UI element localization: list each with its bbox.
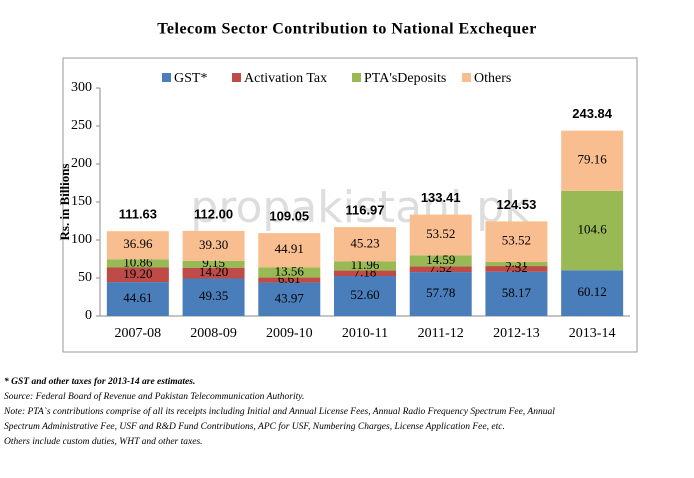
value-label: 53.52 xyxy=(426,226,455,241)
bar-segment xyxy=(409,272,472,316)
chart-title: Telecom Sector Contribution to National … xyxy=(157,21,537,38)
x-tick-label: 2013-14 xyxy=(569,326,616,341)
value-label: 36.96 xyxy=(123,236,153,251)
bar-segment xyxy=(106,267,169,283)
x-tick-label: 2008-09 xyxy=(190,326,237,341)
bar-segment xyxy=(409,255,472,267)
legend-label: Activation Tax xyxy=(244,71,327,86)
bar-segment xyxy=(182,260,245,268)
legend-swatch xyxy=(462,73,471,82)
bar-segment xyxy=(258,233,321,268)
total-label: 109.05 xyxy=(269,209,309,224)
value-label: 14.20 xyxy=(199,264,228,279)
y-tick-label: 0 xyxy=(85,308,92,323)
bar-segment xyxy=(258,282,321,316)
bar-segment xyxy=(409,266,472,273)
total-label: 243.84 xyxy=(572,106,613,121)
footnote: * GST and other taxes for 2013-14 are es… xyxy=(4,376,195,387)
y-tick-label: 300 xyxy=(71,80,92,95)
value-label: 19.20 xyxy=(123,266,152,281)
bar-segment xyxy=(561,190,624,271)
bar-segment xyxy=(485,221,548,263)
bar-segment xyxy=(258,277,321,283)
value-label: 39.30 xyxy=(199,237,228,252)
y-axis-title: Rs. in Billions xyxy=(57,164,72,241)
value-label: 43.97 xyxy=(275,290,305,305)
bar-segment xyxy=(258,267,321,278)
value-label: 45.23 xyxy=(350,235,379,250)
legend-swatch xyxy=(232,73,241,82)
total-label: 112.00 xyxy=(194,206,233,221)
footnote: Spectrum Administrative Fee, USF and R&D… xyxy=(4,421,505,432)
x-tick-label: 2012-13 xyxy=(493,326,540,341)
bar-segment xyxy=(334,227,396,262)
x-tick-label: 2007-08 xyxy=(115,326,162,341)
bar-segment xyxy=(182,278,245,316)
legend-label: PTA'sDeposits xyxy=(364,71,446,86)
value-label: 44.91 xyxy=(275,241,304,256)
footnote: Source: Federal Board of Revenue and Pak… xyxy=(4,391,304,402)
value-label: 60.12 xyxy=(578,284,607,299)
y-tick-label: 50 xyxy=(78,270,92,285)
bar-segment xyxy=(561,130,624,191)
total-label: 111.63 xyxy=(119,207,157,222)
bar-segment xyxy=(409,214,472,256)
value-label: 14.59 xyxy=(426,252,455,267)
bar-segment xyxy=(485,271,548,316)
x-tick-label: 2011-12 xyxy=(418,326,464,341)
bar-segment xyxy=(334,270,396,277)
y-tick-label: 150 xyxy=(71,194,92,209)
total-label: 124.53 xyxy=(497,197,537,212)
bar-segment xyxy=(182,267,245,279)
value-label: 53.52 xyxy=(502,233,531,248)
bar-segment xyxy=(106,231,169,260)
legend-label: GST* xyxy=(174,71,207,86)
total-label: 116.97 xyxy=(345,203,384,218)
watermark: propakistani.pk xyxy=(190,182,530,233)
bar-segment xyxy=(485,262,548,267)
value-label: 104.6 xyxy=(578,222,608,237)
value-label: 79.16 xyxy=(578,152,608,167)
legend-swatch xyxy=(352,73,361,82)
value-label: 58.17 xyxy=(502,285,532,300)
y-tick-label: 100 xyxy=(71,232,92,247)
x-tick-label: 2010-11 xyxy=(342,326,388,341)
legend-swatch xyxy=(162,73,171,82)
x-tick-label: 2009-10 xyxy=(266,326,313,341)
bar-segment xyxy=(561,270,624,316)
value-label: 57.78 xyxy=(426,285,455,300)
chart-frame xyxy=(62,57,638,353)
bar-segment xyxy=(182,230,245,261)
bar-segment xyxy=(334,261,396,271)
bar-segment xyxy=(485,266,548,272)
footnote: Note: PTA`s contributions comprise of al… xyxy=(3,406,555,417)
y-tick-label: 250 xyxy=(71,118,92,133)
y-tick-label: 200 xyxy=(71,156,92,171)
legend-label: Others xyxy=(474,71,511,86)
bar-segment xyxy=(334,276,396,316)
value-label: 44.61 xyxy=(123,290,152,305)
value-label: 52.60 xyxy=(350,287,379,302)
bar-segment xyxy=(106,259,169,268)
footnote: Others include custom duties, WHT and ot… xyxy=(4,437,203,447)
total-label: 133.41 xyxy=(421,190,461,205)
bar-segment xyxy=(106,282,169,316)
value-label: 49.35 xyxy=(199,288,228,303)
